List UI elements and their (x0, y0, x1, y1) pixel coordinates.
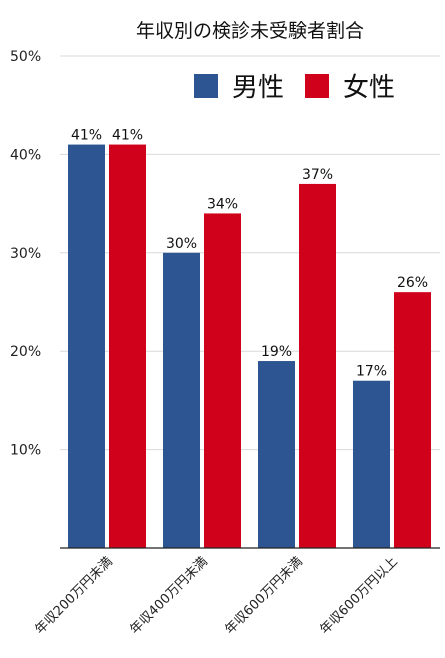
bar-female (299, 183, 336, 549)
legend-label-male: 男性 (232, 73, 284, 103)
x-tick-label: 年収600万円以上 (318, 554, 401, 637)
bar-female (204, 213, 241, 548)
data-label-female: 41% (112, 128, 143, 144)
x-tick-label: 年収600万円未満 (223, 554, 306, 637)
data-label-male: 19% (261, 344, 292, 360)
data-label-male: 30% (166, 236, 197, 252)
data-label-female: 37% (302, 167, 333, 183)
legend-label-female: 女性 (343, 73, 395, 103)
y-tick-label: 10% (10, 443, 41, 459)
y-tick-label: 20% (10, 344, 41, 360)
x-axis-categories: 年収200万円未満 年収400万円未満 年収600万円未満 年収600万円以上 (33, 554, 401, 637)
bar-male (163, 252, 200, 549)
bar-male (68, 144, 105, 548)
data-labels: 41% 41% 30% 34% 19% 37% 17% 26% (71, 128, 428, 380)
y-tick-label: 30% (10, 246, 41, 262)
y-axis-ticks: 10% 20% 30% 40% 50% (10, 49, 41, 459)
bar-male (353, 380, 390, 548)
legend-swatch-female (305, 74, 329, 98)
y-tick-label: 50% (10, 49, 41, 65)
bar-female (109, 144, 146, 548)
x-tick-label: 年収400万円未満 (128, 554, 211, 637)
data-label-female: 34% (207, 196, 238, 212)
data-label-female: 26% (397, 275, 428, 291)
bar-male (258, 361, 295, 548)
chart-title: 年収別の検診未受験者割合 (136, 20, 364, 42)
x-tick-label: 年収200万円未満 (33, 554, 116, 637)
data-label-male: 41% (71, 128, 102, 144)
data-label-male: 17% (356, 364, 387, 380)
bar-female (394, 292, 431, 548)
legend-swatch-male (194, 74, 218, 98)
bars (68, 144, 431, 549)
legend: 男性 女性 (194, 73, 395, 103)
y-tick-label: 40% (10, 147, 41, 163)
